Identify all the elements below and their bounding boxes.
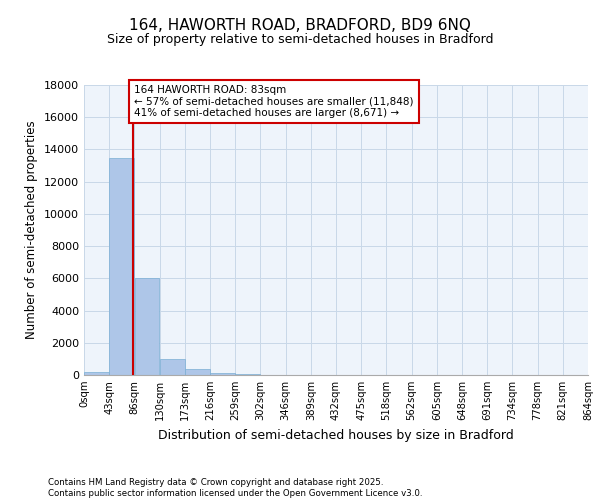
- Bar: [134, 278, 160, 375]
- Text: Contains HM Land Registry data © Crown copyright and database right 2025.
Contai: Contains HM Land Registry data © Crown c…: [48, 478, 422, 498]
- Text: 164 HAWORTH ROAD: 83sqm
← 57% of semi-detached houses are smaller (11,848)
41% o: 164 HAWORTH ROAD: 83sqm ← 57% of semi-de…: [134, 85, 414, 118]
- Y-axis label: Number of semi-detached properties: Number of semi-detached properties: [25, 120, 38, 340]
- Bar: [109, 158, 134, 375]
- Text: 164, HAWORTH ROAD, BRADFORD, BD9 6NQ: 164, HAWORTH ROAD, BRADFORD, BD9 6NQ: [129, 18, 471, 32]
- Bar: [235, 374, 260, 375]
- Bar: [185, 370, 210, 375]
- X-axis label: Distribution of semi-detached houses by size in Bradford: Distribution of semi-detached houses by …: [158, 428, 514, 442]
- Bar: [160, 359, 185, 375]
- Bar: [84, 372, 109, 375]
- Bar: [210, 374, 235, 375]
- Text: Size of property relative to semi-detached houses in Bradford: Size of property relative to semi-detach…: [107, 32, 493, 46]
